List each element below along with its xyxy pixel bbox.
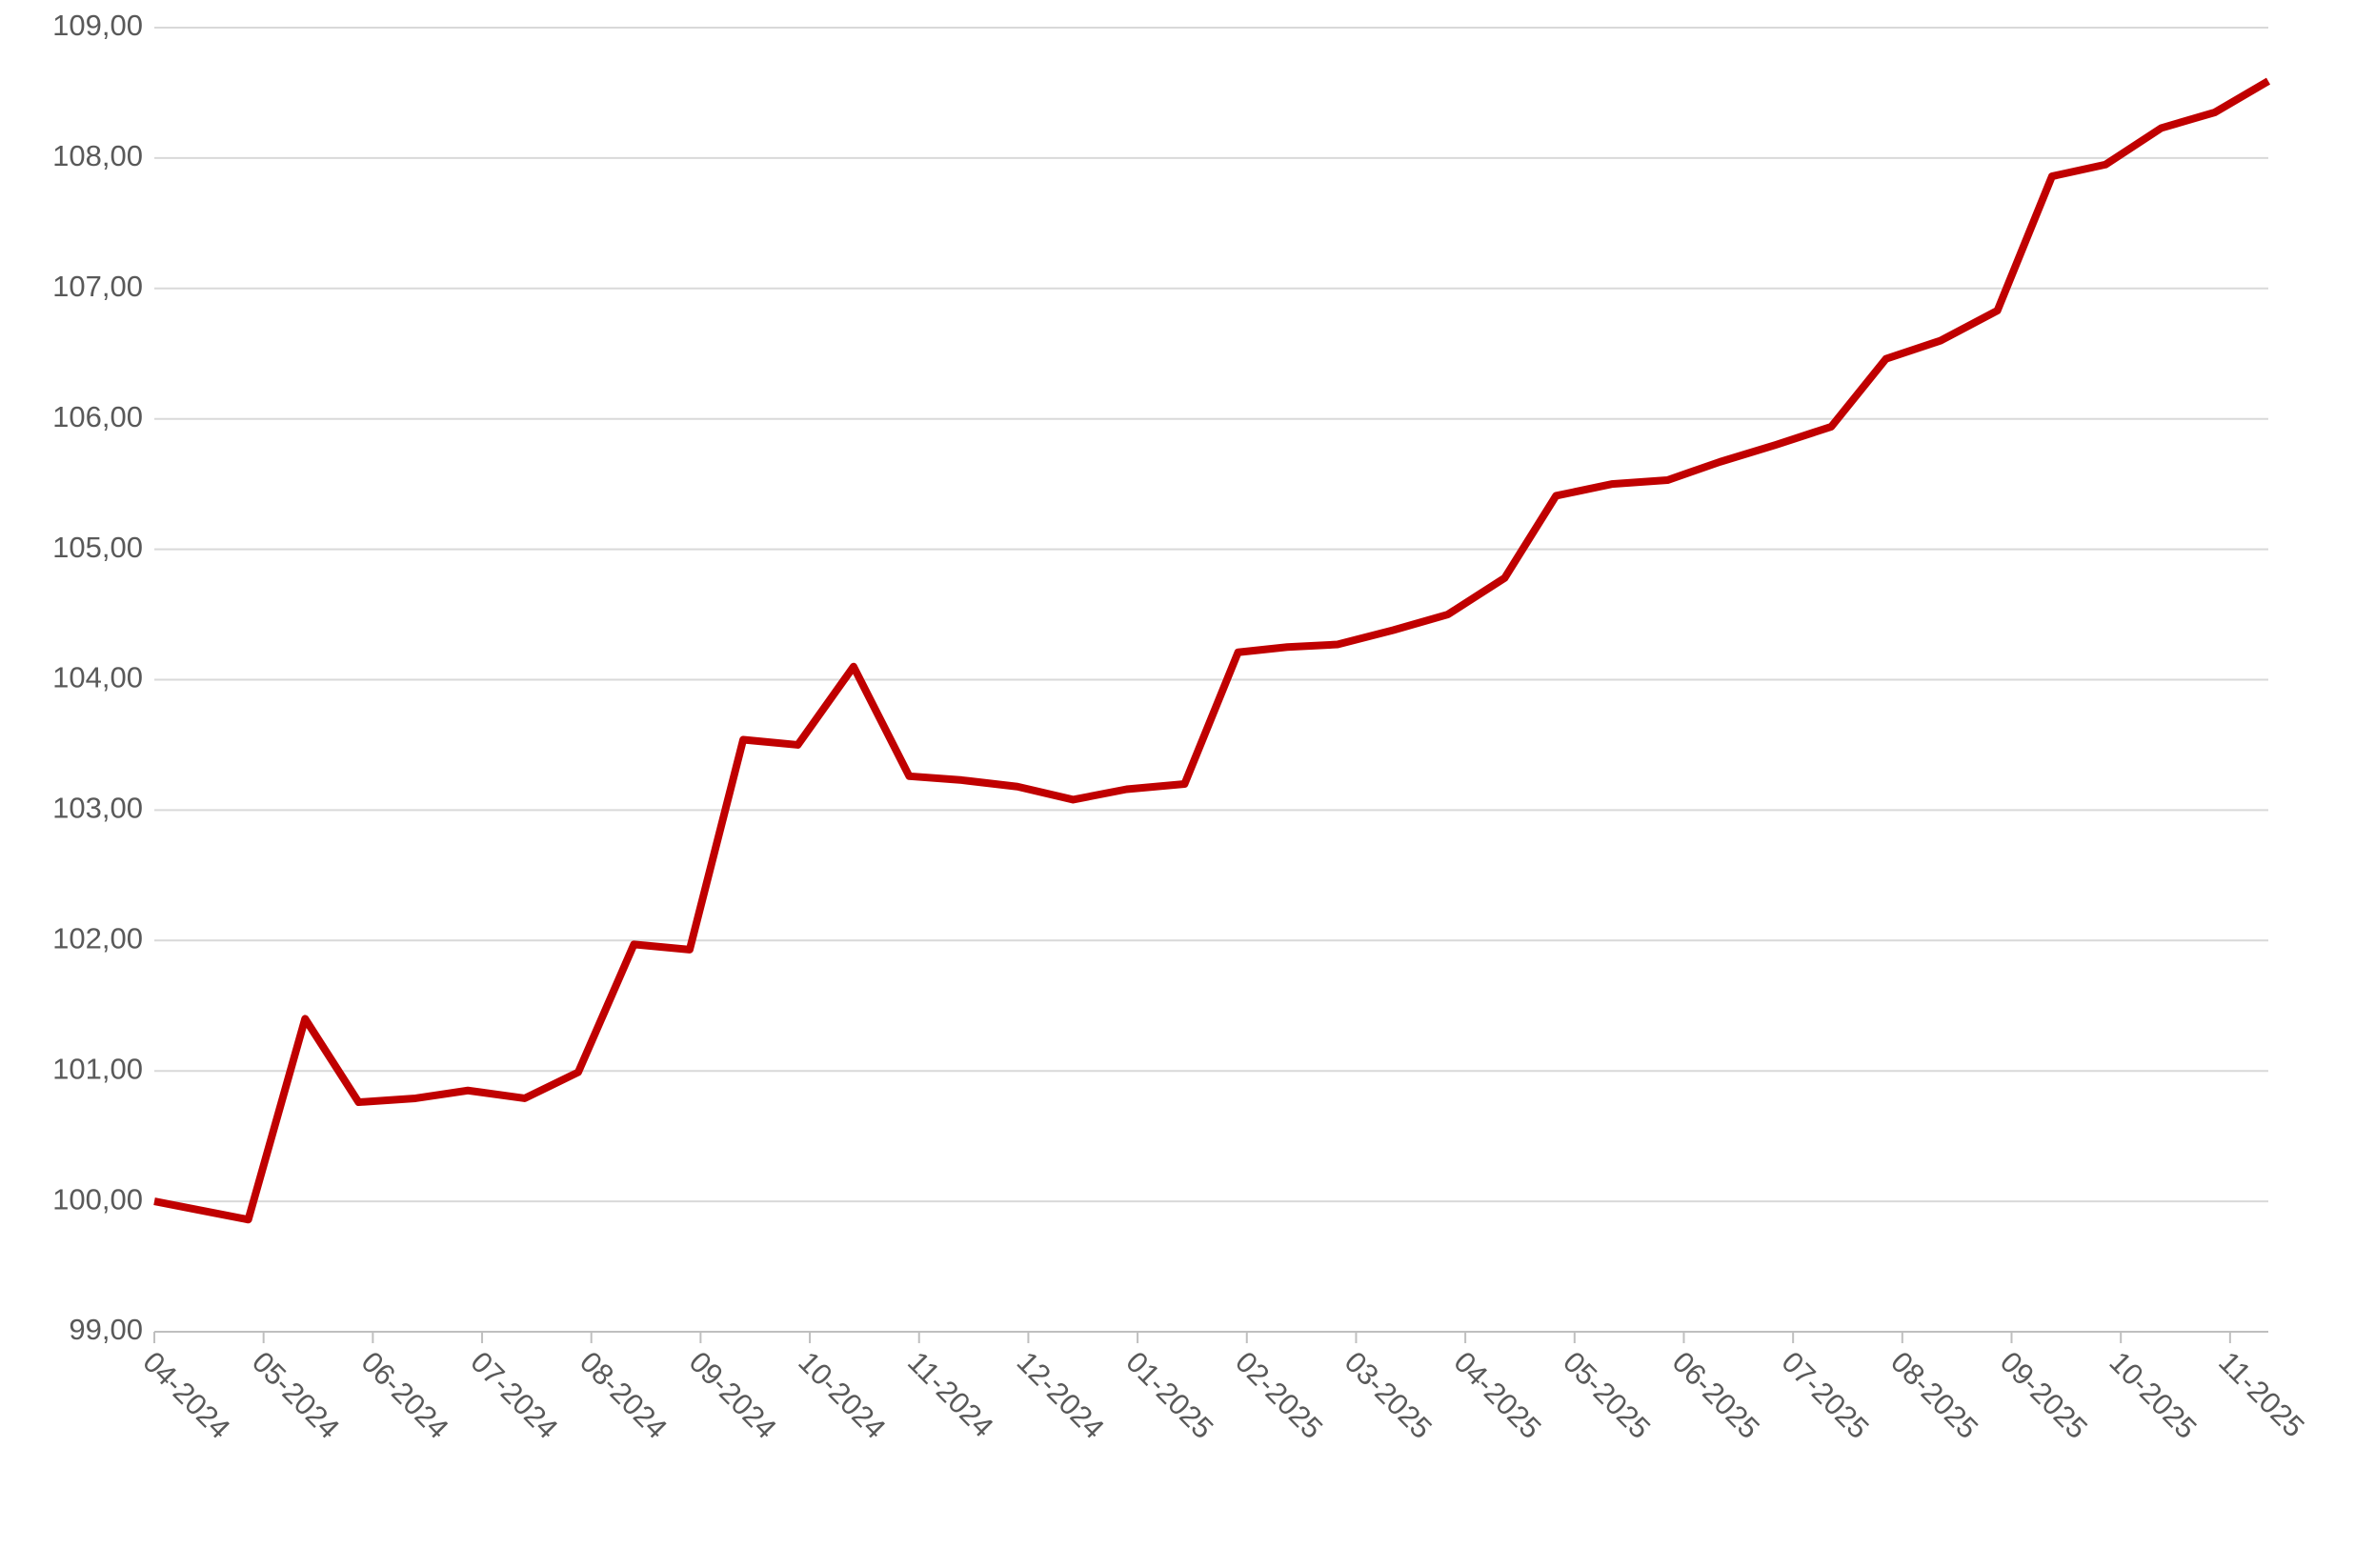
x-tick-label: 07-2025 bbox=[1775, 1345, 1875, 1445]
y-tick-label: 105,00 bbox=[52, 531, 143, 564]
y-tick-label: 108,00 bbox=[52, 139, 143, 172]
x-tick-label: 11-2024 bbox=[901, 1345, 1000, 1444]
x-tick-label: 06-2025 bbox=[1666, 1345, 1766, 1445]
y-tick-label: 103,00 bbox=[52, 792, 143, 825]
x-tick-label: 12-2024 bbox=[1011, 1345, 1111, 1445]
x-tick-label: 06-2024 bbox=[355, 1345, 455, 1445]
y-tick-label: 109,00 bbox=[52, 9, 143, 42]
x-tick-label: 10-2025 bbox=[2103, 1345, 2203, 1445]
y-tick-label: 100,00 bbox=[52, 1182, 143, 1216]
y-tick-label: 106,00 bbox=[52, 400, 143, 433]
x-tick-label: 04-2024 bbox=[136, 1345, 236, 1445]
x-tick-label: 08-2025 bbox=[1884, 1345, 1984, 1445]
x-tick-label: 09-2024 bbox=[683, 1345, 783, 1445]
x-tick-label: 05-2025 bbox=[1557, 1345, 1657, 1445]
x-tick-label: 05-2024 bbox=[246, 1345, 346, 1445]
x-tick-label: 03-2025 bbox=[1339, 1345, 1439, 1445]
y-tick-label: 104,00 bbox=[52, 661, 143, 694]
x-tick-label: 07-2024 bbox=[464, 1345, 564, 1445]
y-tick-label: 99,00 bbox=[69, 1313, 143, 1346]
x-tick-label: 04-2025 bbox=[1447, 1345, 1547, 1445]
x-tick-label: 01-2025 bbox=[1119, 1345, 1219, 1445]
y-tick-label: 101,00 bbox=[52, 1052, 143, 1085]
x-tick-label: 08-2024 bbox=[574, 1345, 674, 1445]
x-tick-label: 09-2025 bbox=[1994, 1345, 2094, 1445]
x-tick-label: 10-2024 bbox=[792, 1345, 892, 1445]
x-tick-label: 02-2025 bbox=[1229, 1345, 1329, 1445]
y-tick-label: 107,00 bbox=[52, 270, 143, 303]
y-tick-label: 102,00 bbox=[52, 921, 143, 955]
x-tick-label: 11-2025 bbox=[2212, 1345, 2311, 1444]
data-line bbox=[153, 77, 2271, 1224]
